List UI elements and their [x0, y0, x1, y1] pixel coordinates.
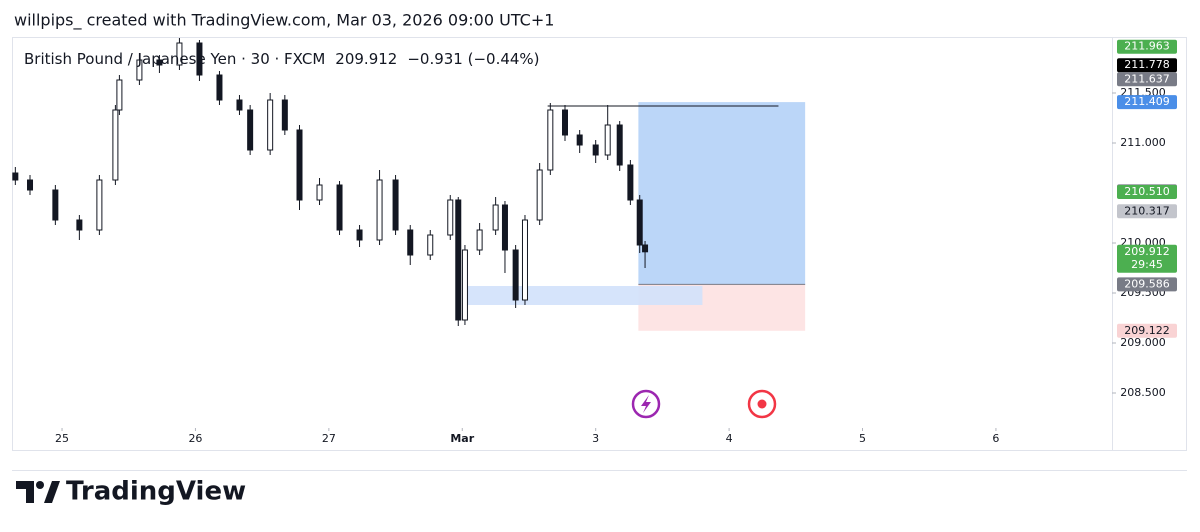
- candle-body: [112, 109, 119, 181]
- x-tick-label: 3: [592, 432, 599, 445]
- candle-body: [267, 99, 274, 151]
- logo-slash: [44, 481, 60, 503]
- price-badge-label: 209.912: [1124, 245, 1170, 258]
- candle-body: [636, 199, 643, 246]
- price-badge: [1117, 244, 1177, 273]
- price-badge-label: 211.963: [1124, 40, 1170, 53]
- candle-body: [447, 199, 454, 236]
- price-badge: [1117, 72, 1177, 87]
- change: −0.931 (−0.44%): [407, 50, 539, 68]
- candle-body: [376, 179, 383, 241]
- candle-body: [547, 109, 554, 171]
- candle-body: [455, 199, 462, 321]
- candle-body: [176, 42, 183, 66]
- alert-icon[interactable]: [631, 389, 661, 419]
- candle-body: [562, 109, 569, 136]
- price-badge-label: 211.637: [1124, 72, 1170, 85]
- x-tick-label: 4: [726, 432, 733, 445]
- candle-body: [236, 99, 243, 111]
- take-profit-zone: [638, 102, 806, 285]
- last-price: 209.912: [335, 50, 397, 68]
- candle-body: [336, 184, 343, 231]
- candle-body: [156, 59, 163, 66]
- countdown: 29:45: [1131, 258, 1163, 271]
- price-badge-label: 211.409: [1124, 95, 1170, 108]
- footer-logo-text: TradingView: [66, 477, 246, 507]
- candle-body: [196, 42, 203, 76]
- candle-body: [316, 184, 323, 201]
- price-badge: [1117, 204, 1177, 219]
- record-icon[interactable]: [747, 389, 777, 419]
- logo-mark: [16, 481, 34, 503]
- logo: [16, 481, 60, 503]
- price-badge: [1117, 39, 1177, 54]
- candle-body: [642, 244, 649, 253]
- symbol-name: British Pound / Japanese Yen · 30 · FXCM: [24, 50, 325, 68]
- candle-body: [247, 109, 254, 151]
- frame: [12, 37, 1187, 451]
- candle-body: [627, 164, 634, 201]
- candle-body: [512, 249, 519, 301]
- logo-dot: [36, 481, 44, 489]
- header: willpips_ created with TradingView.com, …: [14, 11, 554, 31]
- plot: 208.500209.000209.500210.000211.000211.5…: [12, 38, 1177, 450]
- candle-body: [281, 99, 288, 131]
- price-badge: [1117, 277, 1177, 292]
- candle-body: [12, 172, 19, 181]
- price-badge-label: 210.510: [1124, 185, 1170, 198]
- candle-body: [27, 179, 34, 191]
- candle-body: [461, 249, 468, 321]
- price-badge-label: 210.317: [1124, 204, 1170, 217]
- candle-body: [216, 74, 223, 101]
- price-badge: [1117, 323, 1177, 338]
- candle-body: [116, 79, 123, 111]
- candle-body: [492, 204, 499, 231]
- x-tick-label: 27: [322, 432, 336, 445]
- candle-body: [616, 124, 623, 166]
- x-tick-label: Mar: [450, 432, 474, 445]
- y-tick-label: 208.500: [1120, 386, 1166, 399]
- candle-body: [392, 179, 399, 231]
- price-badge-label: 209.122: [1124, 324, 1170, 337]
- candle-body: [356, 229, 363, 241]
- price-badge: [1117, 58, 1177, 73]
- symbol: British Pound / Japanese Yen · 30 · FXCM…: [24, 50, 540, 68]
- candle-body: [501, 204, 508, 251]
- lightning: [641, 395, 651, 413]
- price-badge: [1117, 95, 1177, 110]
- candle-body: [76, 219, 83, 231]
- zone: [462, 286, 703, 305]
- x-tick-label: 25: [55, 432, 69, 445]
- y-tick-label: 211.000: [1120, 136, 1166, 149]
- candle-body: [427, 234, 434, 256]
- price-badge-label: 209.586: [1124, 277, 1170, 290]
- candle-body: [576, 134, 583, 146]
- candle-body: [476, 229, 483, 251]
- candle-body: [521, 219, 528, 301]
- candle-body: [536, 169, 543, 221]
- icons: [631, 389, 777, 419]
- x-tick-label: 26: [188, 432, 202, 445]
- candle-body: [96, 179, 103, 231]
- price-badge-label: 211.778: [1124, 58, 1170, 71]
- candle-body: [407, 229, 414, 256]
- candle-body: [592, 144, 599, 156]
- x-tick-label: 6: [992, 432, 999, 445]
- candle-body: [604, 124, 611, 156]
- x-tick-label: 5: [859, 432, 866, 445]
- candle-body: [136, 59, 143, 81]
- record-dot: [757, 399, 767, 409]
- candle-body: [52, 189, 59, 221]
- y-tick-label: 209.000: [1120, 336, 1166, 349]
- price-badge: [1117, 185, 1177, 199]
- candle-body: [296, 129, 303, 201]
